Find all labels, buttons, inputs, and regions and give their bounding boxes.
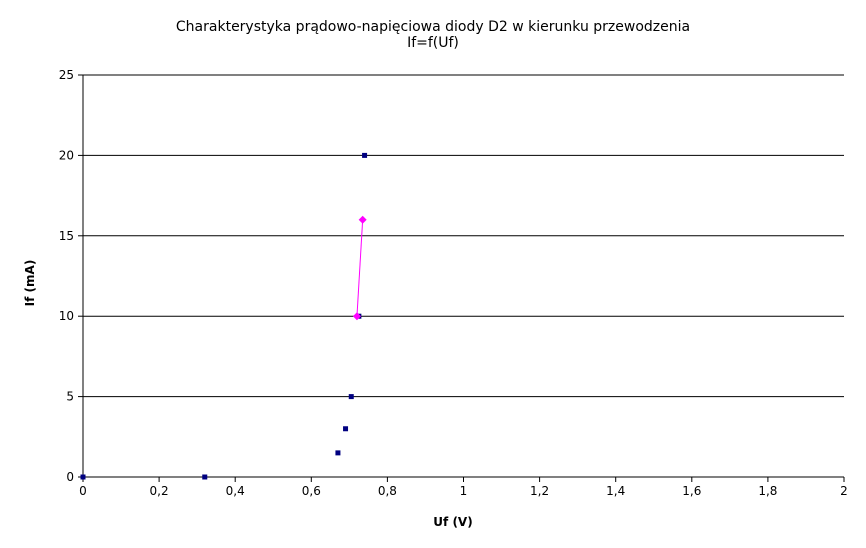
y-tick-label: 10 — [59, 309, 74, 323]
x-tick-label: 0,8 — [378, 484, 397, 498]
y-tick-label: 25 — [59, 68, 74, 82]
x-tick-label: 2 — [840, 484, 848, 498]
chart-subtitle: If=f(Uf) — [407, 35, 459, 51]
data-point — [348, 394, 354, 400]
y-tick-label: 0 — [66, 470, 74, 484]
y-tick-label: 5 — [66, 390, 74, 404]
x-tick-label: 0,6 — [302, 484, 321, 498]
data-point — [202, 474, 208, 480]
data-point — [335, 450, 341, 456]
y-tick-label: 15 — [59, 229, 74, 243]
data-point — [343, 426, 349, 432]
x-tick-label: 0,2 — [150, 484, 169, 498]
x-tick-label: 0 — [79, 484, 87, 498]
x-tick-label: 1,4 — [606, 484, 625, 498]
y-tick-label: 20 — [59, 148, 74, 162]
y-axis-label: If (mA) — [23, 260, 37, 307]
x-tick-label: 1,2 — [530, 484, 549, 498]
x-tick-label: 1 — [460, 484, 468, 498]
chart-title: Charakterystyka prądowo-napięciowa diody… — [175, 19, 691, 35]
data-point — [362, 152, 368, 158]
x-tick-label: 1,6 — [682, 484, 701, 498]
data-point — [352, 312, 361, 321]
x-tick-label: 1,8 — [758, 484, 777, 498]
series-line — [356, 219, 364, 317]
x-tick-label: 0,4 — [226, 484, 245, 498]
x-axis-label: Uf (V) — [433, 515, 472, 529]
data-point — [80, 474, 86, 480]
data-point — [358, 215, 367, 224]
